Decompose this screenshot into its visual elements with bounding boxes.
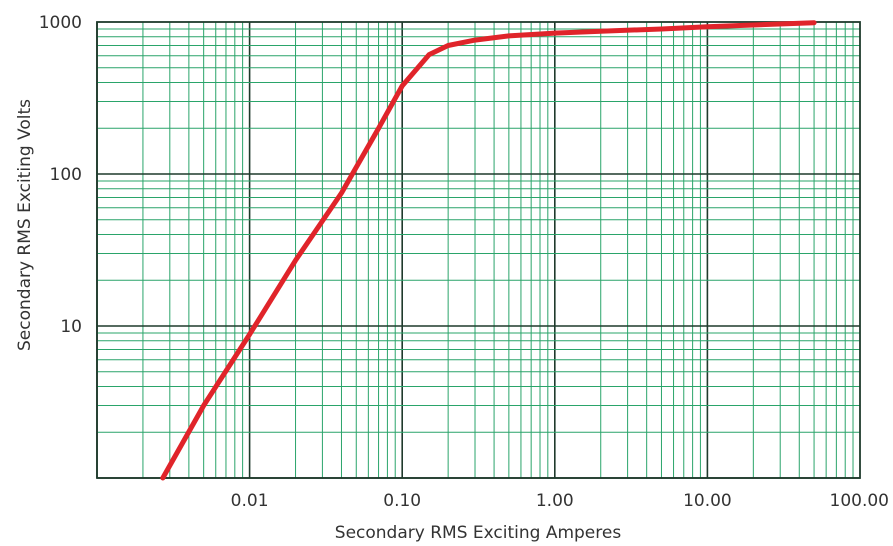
x-tick-label: 100.00	[830, 491, 889, 511]
grid	[96, 21, 861, 479]
excitation-curve-line	[160, 20, 817, 481]
y-axis-label: Secondary RMS Exciting Volts	[15, 99, 35, 351]
x-tick-label: 10.00	[683, 491, 732, 511]
x-tick-label: 0.10	[383, 491, 421, 511]
plot-frame	[96, 21, 861, 479]
y-tick-label: 100	[50, 165, 82, 185]
y-tick-label: 1000	[39, 13, 82, 33]
y-tick-label: 10	[60, 317, 82, 337]
x-tick-label: 0.01	[231, 491, 269, 511]
tick-labels: 0.01 0.10 1.00 10.00 100.00 10 100 1000	[39, 13, 889, 511]
x-tick-label: 1.00	[536, 491, 574, 511]
x-axis-label: Secondary RMS Exciting Amperes	[335, 523, 622, 543]
